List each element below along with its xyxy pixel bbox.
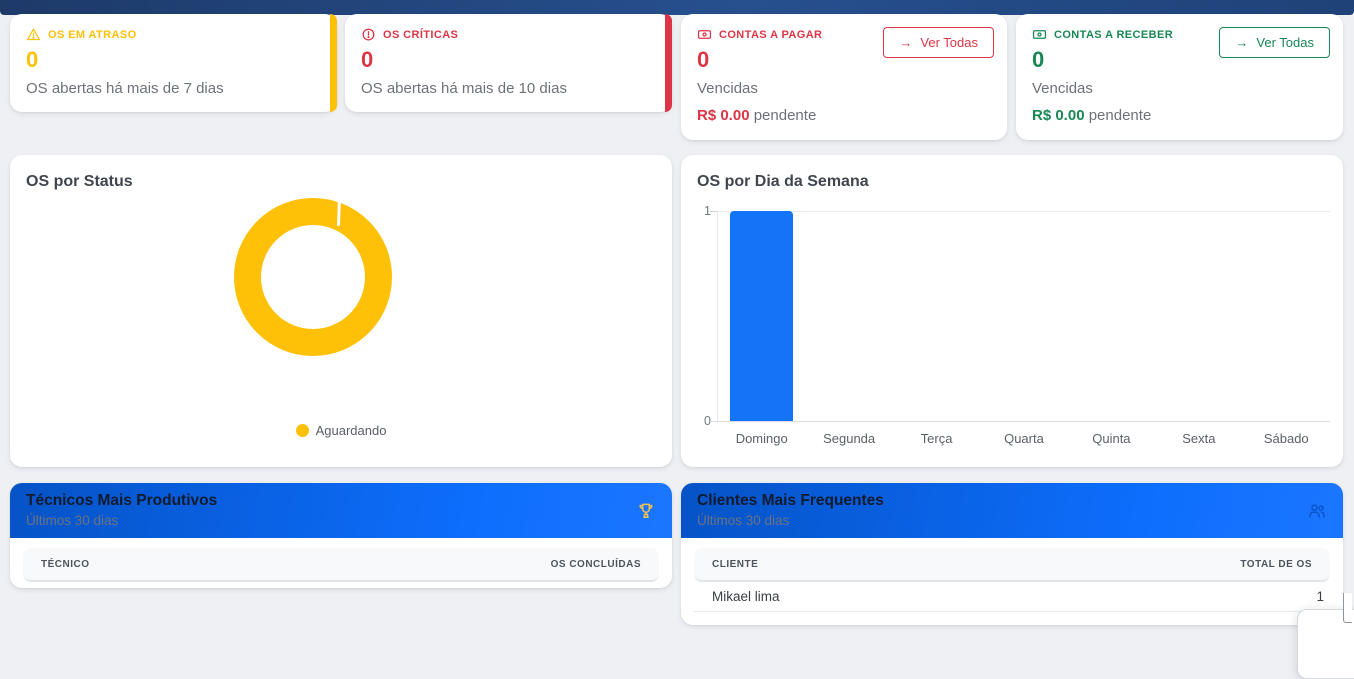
x-label: Terça (920, 431, 953, 446)
card-subtitle: Vencidas (1032, 80, 1093, 97)
table-row: Mikael lima 1 (694, 582, 1330, 612)
warning-triangle-icon (26, 28, 41, 41)
table-header-row: TÉCNICO OS CONCLUÍDAS (23, 548, 659, 582)
bar-domingo (730, 211, 794, 421)
card-value: 0 (1032, 47, 1045, 72)
card-subtitle: OS abertas há mais de 10 dias (361, 80, 567, 97)
gridline-1 (717, 211, 1330, 212)
x-axis-baseline (711, 421, 1330, 422)
pending-amount-row: R$ 0.00 pendente (697, 107, 991, 124)
bar-chart-plot (718, 211, 1330, 421)
red-accent-bar (665, 14, 672, 112)
card-os-criticas: OS CRÍTICAS 0 OS abertas há mais de 10 d… (345, 14, 672, 112)
ver-todas-receber-button[interactable]: → Ver Todas (1219, 27, 1330, 58)
top-navbar (0, 0, 1354, 15)
card-label: CONTAS A PAGAR (719, 28, 823, 41)
column-header-tecnico: TÉCNICO (41, 558, 90, 570)
card-label: OS EM ATRASO (48, 28, 137, 41)
column-header-total-de-os: TOTAL DE OS (1240, 558, 1312, 570)
x-label: Quarta (1004, 431, 1044, 446)
card-clientes-mais-frequentes: Clientes Mais Frequentes Últimos 30 dias… (681, 483, 1343, 625)
table-header-row: CLIENTE TOTAL DE OS (694, 548, 1330, 582)
card-header: Clientes Mais Frequentes Últimos 30 dias (681, 483, 1343, 538)
chart-title: OS por Status (26, 173, 133, 190)
arrow-right-icon: → (899, 35, 913, 50)
card-subtitle: Vencidas (697, 80, 758, 97)
column-header-cliente: CLIENTE (712, 558, 759, 570)
y-axis-line (717, 211, 718, 422)
x-label: Sexta (1182, 431, 1216, 446)
y-tick-1: 1 (704, 204, 711, 218)
donut-chart (234, 198, 392, 356)
pending-amount: R$ 0.00 (697, 107, 750, 124)
card-label: CONTAS A RECEBER (1054, 28, 1174, 41)
card-value: 0 (361, 47, 374, 72)
card-title: Clientes Mais Frequentes (697, 492, 884, 509)
x-label: Quinta (1092, 431, 1131, 446)
x-label: Sábado (1263, 431, 1309, 446)
card-header: Técnicos Mais Produtivos Últimos 30 dias (10, 483, 672, 538)
amber-accent-bar (330, 14, 337, 112)
y-tickmark (710, 211, 717, 212)
legend-dot (295, 424, 309, 437)
pending-amount-row: R$ 0.00 pendente (1032, 107, 1327, 124)
panel-corner-border (1343, 593, 1352, 623)
chart-title: OS por Dia da Semana (697, 173, 869, 190)
y-tick-0: 0 (704, 414, 711, 428)
card-tecnicos-mais-produtivos: Técnicos Mais Produtivos Últimos 30 dias… (10, 483, 672, 588)
legend-item-aguardando[interactable]: Aguardando (10, 423, 672, 438)
x-label: Domingo (735, 431, 788, 446)
card-os-por-status: OS por Status Aguardando (10, 155, 672, 467)
card-title: Técnicos Mais Produtivos (26, 492, 218, 509)
banknote-icon (1032, 30, 1047, 39)
card-subtitle: OS abertas há mais de 7 dias (26, 80, 224, 97)
column-header-os-concluidas: OS CONCLUÍDAS (550, 558, 641, 570)
arrow-right-icon: → (1235, 35, 1249, 50)
legend-label: Aguardando (315, 423, 387, 438)
card-value: 0 (697, 47, 710, 72)
card-label: OS CRÍTICAS (383, 28, 459, 41)
pending-amount-suffix: pendente (753, 107, 817, 124)
card-contas-a-receber: CONTAS A RECEBER → Ver Todas 0 Vencidas … (1016, 14, 1343, 140)
card-subtitle: Últimos 30 dias (697, 513, 790, 528)
card-value: 0 (26, 47, 39, 72)
users-icon (1309, 503, 1325, 518)
table-body-clientes: Mikael lima 1 (694, 582, 1330, 612)
x-label: Segunda (823, 431, 876, 446)
pending-amount: R$ 0.00 (1032, 107, 1085, 124)
banknote-icon (697, 30, 712, 39)
client-total: 1 (1316, 589, 1324, 604)
card-subtitle: Últimos 30 dias (26, 513, 119, 528)
exclamation-circle-icon (362, 28, 375, 41)
pending-amount-suffix: pendente (1088, 107, 1152, 124)
trophy-icon (639, 503, 653, 518)
card-os-em-atraso: OS EM ATRASO 0 OS abertas há mais de 7 d… (10, 14, 337, 112)
card-os-por-dia-da-semana: OS por Dia da Semana 1 0 Domingo Segunda… (681, 155, 1343, 467)
ver-todas-pagar-button[interactable]: → Ver Todas (883, 27, 994, 58)
card-contas-a-pagar: CONTAS A PAGAR → Ver Todas 0 Vencidas R$… (681, 14, 1007, 140)
client-name: Mikael lima (712, 589, 780, 604)
x-axis-labels: Domingo Segunda Terça Quarta Quinta Sext… (718, 431, 1330, 446)
